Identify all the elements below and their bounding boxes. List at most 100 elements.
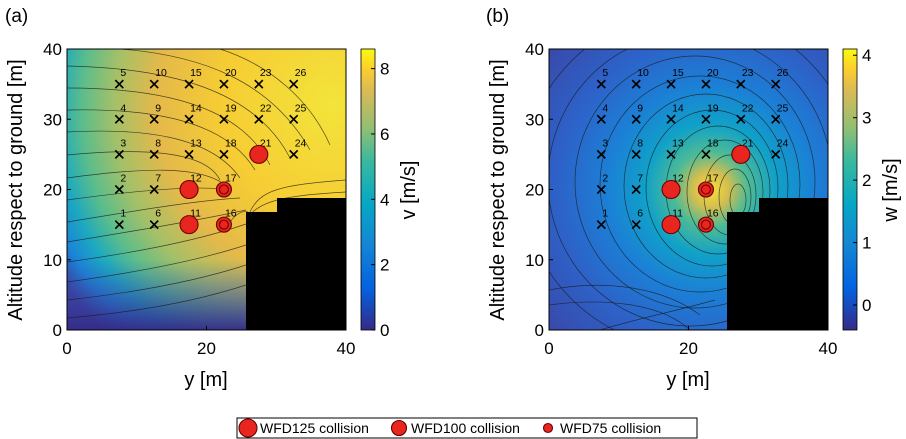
measurement-point-label: 13 [190,137,202,149]
measurement-point-label: 8 [155,137,161,149]
measurement-point-label: 10 [155,67,167,79]
collision-marker-wfd125 [662,181,680,199]
measurement-point-label: 23 [742,67,754,79]
y-tick-label: 40 [43,40,62,59]
plot-area-b: 1234567891011121314151617181920212223242… [522,12,858,348]
measurement-point-label: 23 [260,67,272,79]
colorbar-tick-label: 3 [862,109,871,128]
collision-marker-wfd125 [250,145,268,163]
measurement-point-label: 3 [120,137,126,149]
measurement-point-label: 1 [602,208,608,220]
measurement-point-label: 4 [120,102,126,114]
measurement-point-label: 5 [120,67,126,79]
measurement-point-label: 7 [155,173,161,185]
collision-marker-wfd75 [701,185,710,194]
measurement-point-label: 9 [155,102,161,114]
x-tick-label: 0 [544,339,553,358]
measurement-point-label: 2 [120,173,126,185]
colorbar-tick-label: 8 [380,60,389,79]
measurement-point-label: 24 [777,137,789,149]
colorbar-a [361,49,375,330]
measurement-point-label: 9 [637,102,643,114]
collision-marker-wfd125 [180,216,198,234]
measurement-point-label: 15 [672,67,684,79]
x-tick-label: 0 [62,339,71,358]
y-axis-label-a: Altitude respect to ground [m] [5,59,27,320]
legend-marker-wfd75 [544,424,553,433]
y-tick-label: 10 [525,251,544,270]
measurement-point-label: 7 [637,173,643,185]
measurement-point-label: 15 [190,67,202,79]
measurement-point-label: 26 [295,67,307,79]
legend-label-wfd75: WFD75 collision [560,420,661,436]
legend-marker-wfd100 [392,421,407,436]
measurement-point-label: 3 [602,137,608,149]
measurement-point-label: 2 [602,173,608,185]
colorbar-b [843,49,857,330]
colorbar-tick-label: 2 [862,171,871,190]
colorbar-tick-label: 0 [862,296,871,315]
collision-marker-wfd125 [180,181,198,199]
y-tick-label: 40 [525,40,544,59]
x-tick-label: 40 [337,339,356,358]
y-tick-label: 30 [43,110,62,129]
x-axis-label-b: y [m] [666,369,709,391]
measurement-point-label: 14 [672,102,684,114]
building-a-high [277,198,346,330]
collision-marker-wfd125 [662,216,680,234]
colorbar-tick-label: 4 [862,46,871,65]
colorbar-tick-label: 4 [380,190,389,209]
plot-area-a: 1234567891011121314151617181920212223242… [67,49,346,330]
measurement-point-label: 22 [742,102,754,114]
measurement-point-label: 25 [777,102,789,114]
measurement-point-label: 20 [225,67,237,79]
collision-marker-wfd75 [701,220,710,229]
panel-a: (a) [5,6,420,391]
colorbar-tick-label: 2 [380,256,389,275]
panel-b-label: (b) [486,6,509,27]
y-tick-label: 10 [43,251,62,270]
measurement-point-label: 6 [155,208,161,220]
legend-label-wfd125: WFD125 collision [260,420,369,436]
y-tick-label: 20 [525,181,544,200]
measurement-point-label: 1 [120,208,126,220]
colorbar-tick-label: 6 [380,125,389,144]
measurement-point-label: 18 [225,137,237,149]
legend-label-wfd100: WFD100 collision [411,420,520,436]
measurement-point-label: 22 [260,102,272,114]
measurement-point-label: 18 [707,137,719,149]
colorbar-tick-label: 0 [380,321,389,340]
measurement-point-label: 13 [672,137,684,149]
legend: WFD125 collision WFD100 collision WFD75 co… [237,418,697,438]
x-tick-label: 20 [679,339,698,358]
measurement-point-label: 10 [637,67,649,79]
y-axis-label-b: Altitude respect to ground [m] [487,59,509,320]
collision-marker-wfd75 [219,220,228,229]
colorbar-label-a: v [m/s] [398,161,420,220]
y-tick-label: 20 [43,181,62,200]
measurement-point-label: 6 [637,208,643,220]
building-b-high [759,198,828,330]
measurement-point-label: 20 [707,67,719,79]
legend-entries: WFD125 collision WFD100 collision WFD75 co… [239,419,661,437]
x-tick-label: 40 [819,339,838,358]
colorbar-label-b: w [m/s] [880,158,902,222]
y-tick-label: 0 [53,321,62,340]
measurement-point-label: 8 [637,137,643,149]
measurement-point-label: 14 [190,102,202,114]
y-tick-label: 30 [525,110,544,129]
measurement-point-label: 24 [295,137,307,149]
x-axis-label-a: y [m] [184,369,227,391]
panel-a-label: (a) [5,6,28,27]
measurement-point-label: 5 [602,67,608,79]
measurement-point-label: 4 [602,102,608,114]
y-tick-label: 0 [535,321,544,340]
measurement-point-label: 25 [295,102,307,114]
measurement-point-label: 19 [225,102,237,114]
measurement-point-label: 19 [707,102,719,114]
legend-marker-wfd125 [239,419,257,437]
collision-marker-wfd125 [732,145,750,163]
measurement-point-label: 26 [777,67,789,79]
